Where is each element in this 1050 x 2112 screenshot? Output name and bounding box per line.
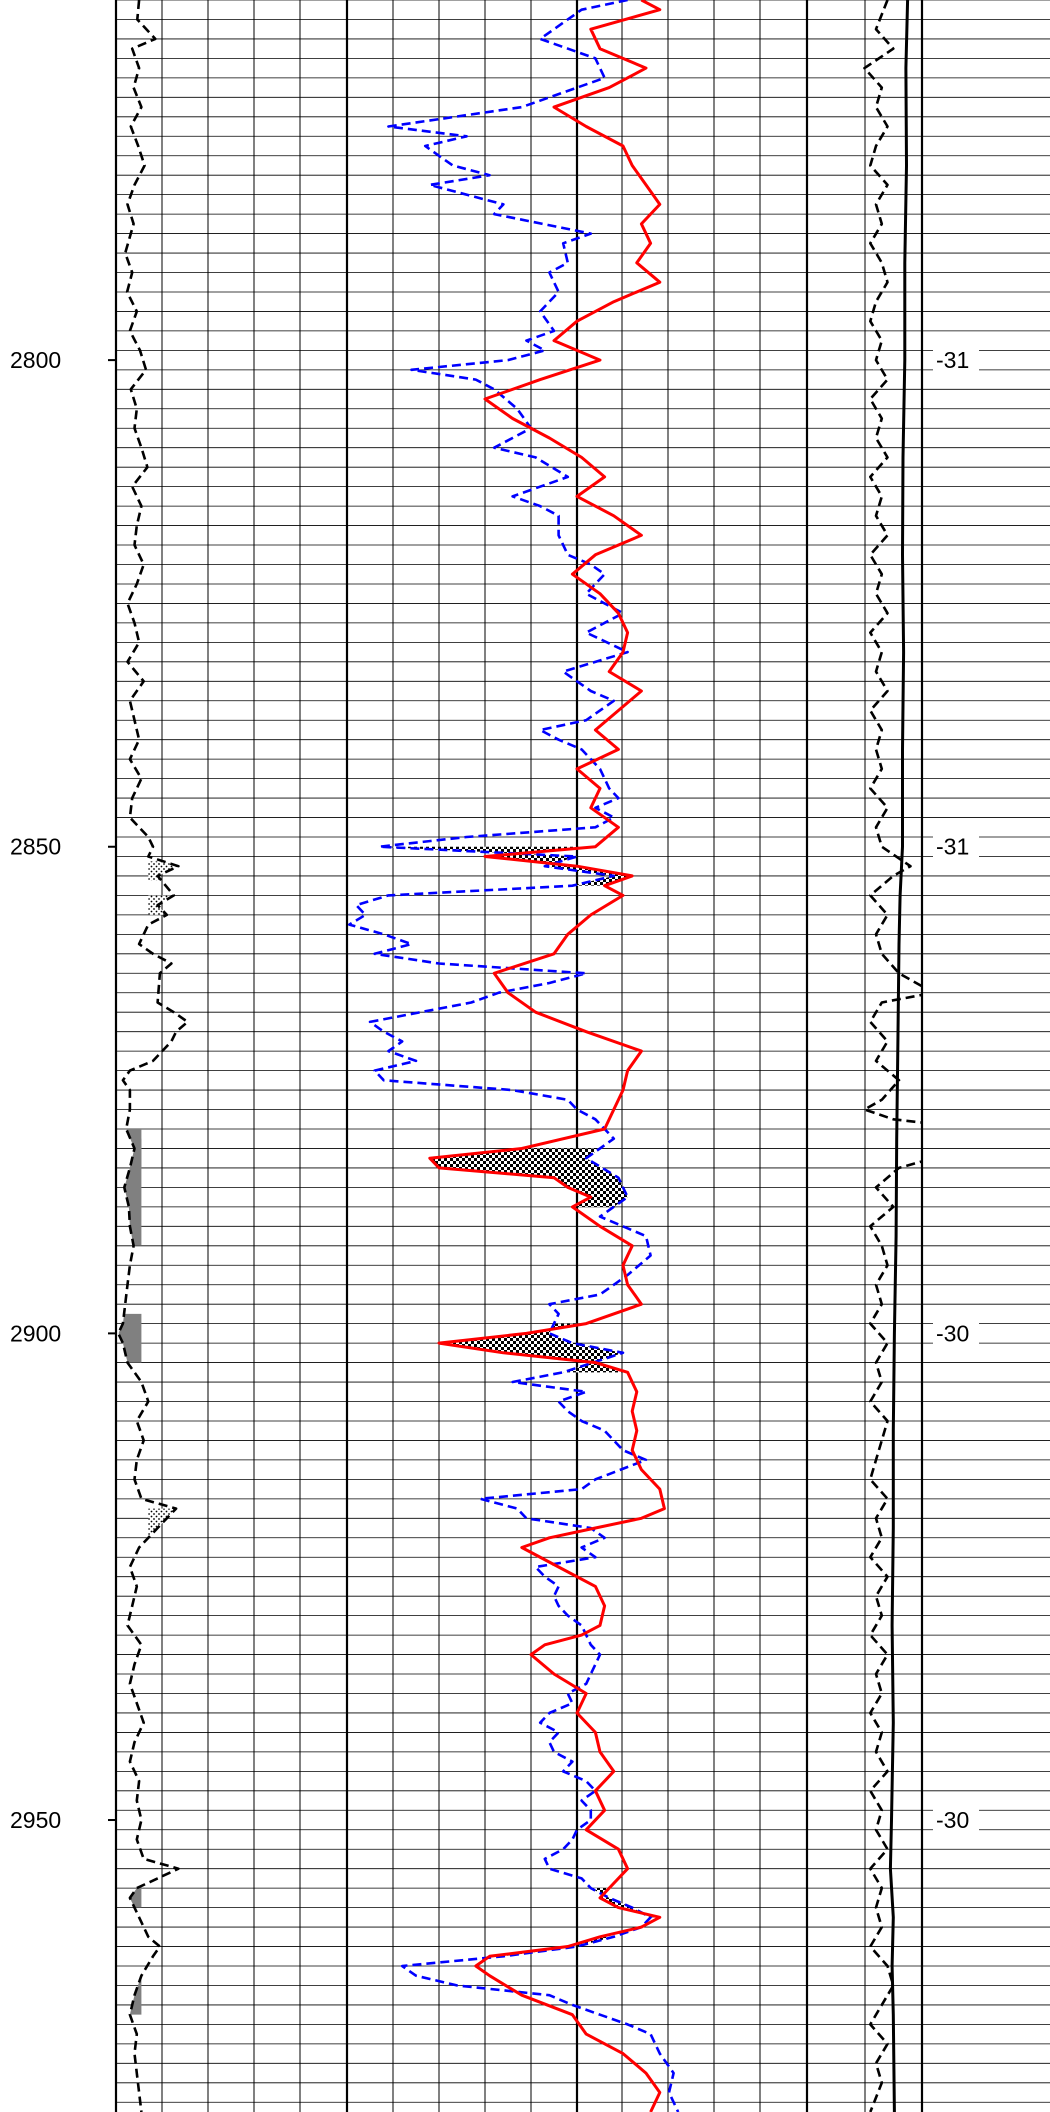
depth-marker-label: -30: [936, 1320, 969, 1346]
depth-tick-label: 2950: [10, 1807, 61, 1833]
dots-fill-region: [148, 861, 179, 881]
marker-label-bg: [933, 1807, 979, 1834]
depth-tick-label: 2800: [10, 347, 61, 373]
log-curves: [117, 0, 922, 2112]
depth-marker-label: -31: [936, 834, 969, 860]
shale-fill-region: [129, 1849, 142, 1908]
lithology-fills: [118, 846, 660, 2015]
log-curve-1: [347, 0, 680, 2112]
checker-fill-region: [489, 1936, 614, 1957]
log-curve-4: [888, 0, 910, 2112]
grid: [108, 0, 1050, 2112]
marker-label-bg: [933, 833, 979, 860]
log-curve-0: [117, 0, 189, 2112]
log-curve-3: [863, 0, 922, 2112]
shale-fill-region: [118, 1313, 142, 1363]
checker-fill-region: [429, 1148, 628, 1207]
log-curve-2: [428, 0, 666, 2112]
checker-fill-region: [590, 1888, 660, 1918]
marker-label-bg: [933, 1320, 979, 1347]
depth-labels: 2800 2850 2900 2950 -31 -31 -30 -30: [10, 347, 979, 1834]
depth-tick-label: 2850: [10, 834, 61, 860]
dots-fill-region: [148, 895, 174, 915]
depth-tick-label: 2900: [10, 1320, 61, 1346]
marker-label-bg: [933, 347, 979, 374]
checker-fill-region: [379, 846, 633, 886]
shale-fill-region: [124, 1138, 142, 1246]
depth-marker-label: -31: [936, 347, 969, 373]
depth-marker-label: -30: [936, 1807, 969, 1833]
